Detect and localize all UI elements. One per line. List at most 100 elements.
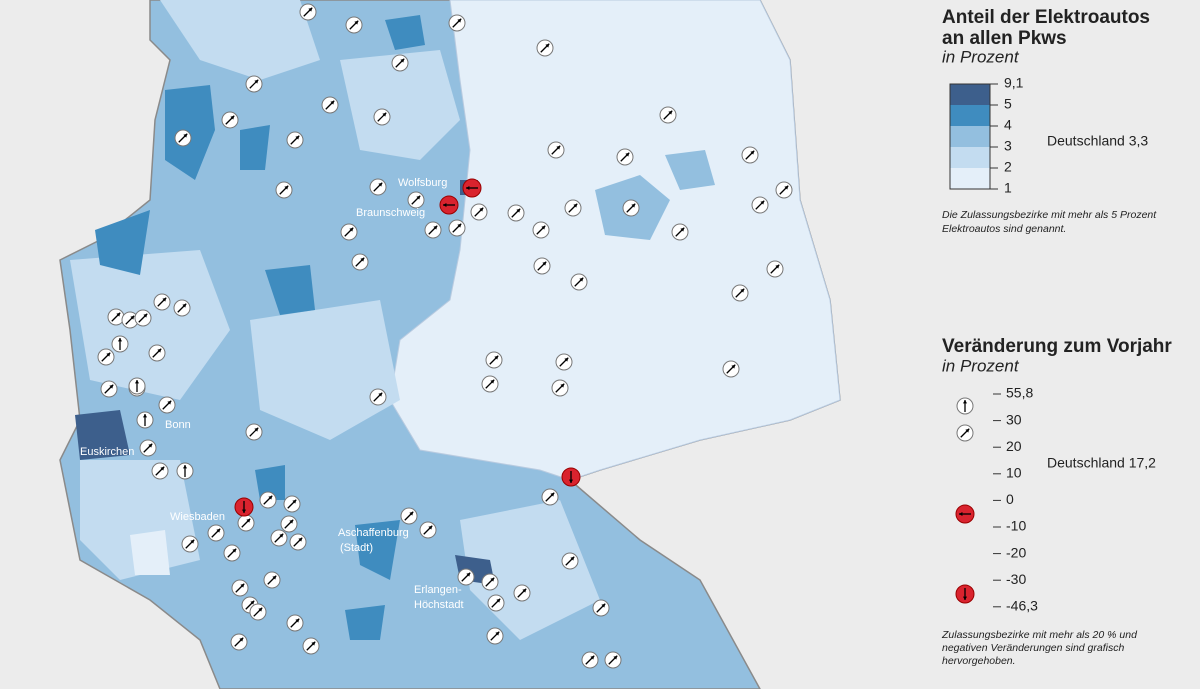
map-label: Bonn — [165, 419, 191, 431]
change-marker — [622, 199, 640, 217]
change-marker — [555, 353, 573, 371]
region — [265, 265, 315, 315]
marker-head — [258, 607, 263, 612]
marker-head — [268, 495, 273, 500]
change-marker — [230, 633, 248, 651]
marker-head — [190, 539, 195, 544]
change-markers — [97, 3, 793, 669]
change-marker — [151, 462, 169, 480]
national-value: Deutschland 3,3 — [1047, 133, 1148, 149]
change-marker — [400, 507, 418, 525]
change-marker — [321, 96, 339, 114]
swatch-frame — [949, 83, 991, 190]
region — [340, 50, 460, 160]
scale-label: -10 — [1006, 518, 1026, 534]
marker-head — [494, 355, 499, 360]
marker-head — [495, 631, 500, 636]
marker-head — [542, 261, 547, 266]
marker-head — [959, 511, 963, 517]
marker-head — [298, 537, 303, 542]
marker-head — [117, 338, 123, 342]
change-marker — [513, 584, 531, 602]
change-marker — [111, 335, 129, 353]
marker-head — [409, 511, 414, 516]
marker-head — [382, 112, 387, 117]
change-marker — [158, 396, 176, 414]
region — [160, 0, 320, 80]
scale-label: 5 — [1004, 96, 1012, 112]
change-marker — [153, 293, 171, 311]
legend-title: an allen Pkws — [942, 28, 1067, 49]
marker-head — [680, 227, 685, 232]
change-marker — [419, 521, 437, 539]
scale-label: 4 — [1004, 117, 1012, 133]
change-marker — [722, 360, 740, 378]
region — [165, 85, 215, 180]
legend-note: Elektroautos sind genannt. — [942, 223, 1066, 235]
change-marker — [148, 344, 166, 362]
marker-head — [279, 533, 284, 538]
map-label: Braunschweig — [356, 207, 425, 219]
marker-head — [668, 110, 673, 115]
region-patches — [70, 0, 715, 640]
change-marker — [176, 462, 194, 480]
change-marker — [173, 299, 191, 317]
legend-unit: in Prozent — [942, 47, 1020, 66]
marker-head — [962, 596, 968, 600]
marker-head — [330, 100, 335, 105]
marker-head — [142, 414, 148, 418]
marker-head — [740, 288, 745, 293]
scale-label: -46,3 — [1006, 598, 1038, 614]
change-marker — [245, 75, 263, 93]
change-marker — [751, 196, 769, 214]
swatch — [950, 84, 990, 105]
change-marker — [551, 379, 569, 397]
marker-head — [295, 618, 300, 623]
marker-head — [965, 428, 970, 433]
marker-head — [109, 384, 114, 389]
marker-head — [308, 7, 313, 12]
scale-label: 20 — [1006, 438, 1022, 454]
marker-head — [250, 600, 255, 605]
change-marker — [100, 380, 118, 398]
marker-head — [160, 466, 165, 471]
scale-label: 2 — [1004, 159, 1012, 175]
marker-head — [254, 79, 259, 84]
marker-head — [760, 200, 765, 205]
change-marker — [731, 284, 749, 302]
marker-head — [433, 225, 438, 230]
marker-head — [162, 297, 167, 302]
scale-label: 30 — [1006, 411, 1022, 427]
change-marker — [270, 529, 288, 547]
region — [385, 15, 425, 50]
change-marker — [221, 111, 239, 129]
change-marker — [487, 594, 505, 612]
map-label: Aschaffenburg — [338, 527, 409, 539]
change-marker — [289, 533, 307, 551]
marker-head — [289, 519, 294, 524]
change-marker — [741, 146, 759, 164]
marker-head — [378, 182, 383, 187]
map-label: (Stadt) — [340, 542, 373, 554]
change-marker — [345, 16, 363, 34]
region — [250, 300, 400, 440]
change-marker — [581, 651, 599, 669]
legend-title: Anteil der Elektroautos — [942, 7, 1150, 28]
marker-head — [962, 400, 968, 404]
marker-head — [550, 492, 555, 497]
marker-head — [378, 392, 383, 397]
marker-head — [272, 575, 277, 580]
legend-title: Veränderung zum Vorjahr — [942, 336, 1172, 357]
marker-head — [428, 525, 433, 530]
marker-head — [625, 152, 630, 157]
marker-head — [216, 528, 221, 533]
marker-head — [292, 499, 297, 504]
change-marker — [955, 504, 975, 524]
change-marker — [424, 221, 442, 239]
change-marker — [561, 467, 581, 487]
change-marker — [107, 308, 125, 326]
change-marker — [136, 411, 154, 429]
change-marker — [470, 203, 488, 221]
scale-label: 1 — [1004, 180, 1012, 196]
change-marker — [234, 497, 254, 517]
